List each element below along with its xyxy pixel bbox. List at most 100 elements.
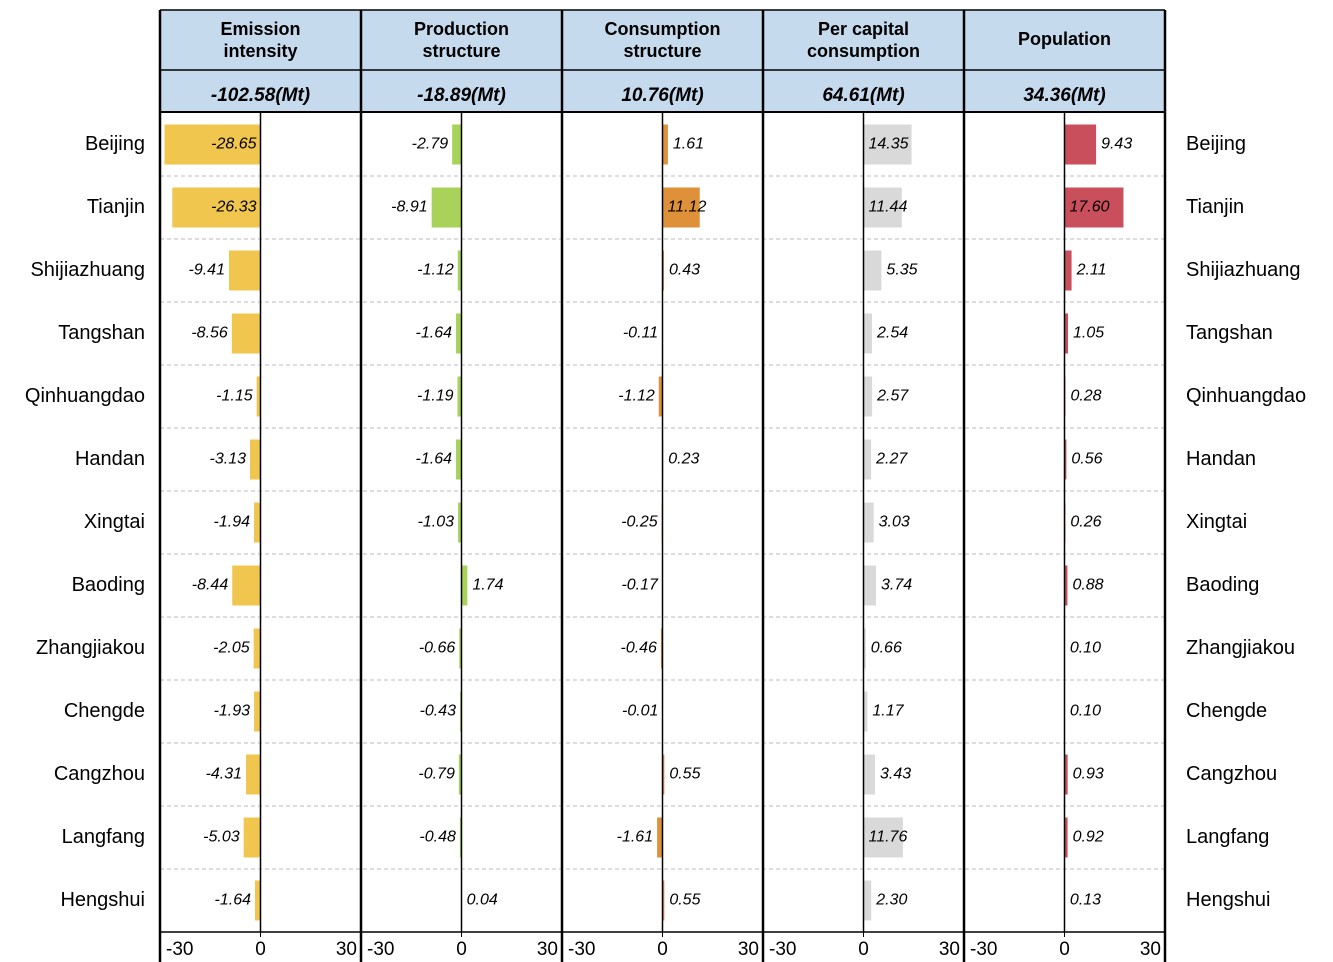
value-label: 0.28 bbox=[1070, 388, 1101, 405]
value-label: -0.25 bbox=[621, 514, 658, 531]
x-tick-label: 30 bbox=[738, 939, 759, 960]
value-label: -1.64 bbox=[215, 892, 252, 909]
value-label: 0.10 bbox=[1070, 640, 1101, 657]
x-tick-label: -30 bbox=[769, 939, 796, 960]
value-label: 0.93 bbox=[1073, 766, 1104, 783]
bar bbox=[863, 439, 872, 480]
value-label: -9.41 bbox=[189, 262, 225, 279]
value-label: 0.88 bbox=[1072, 577, 1103, 594]
header-bg bbox=[160, 10, 1165, 112]
x-tick-label: 30 bbox=[939, 939, 960, 960]
category-label: Hengshui bbox=[1186, 889, 1271, 911]
category-label: Beijing bbox=[1186, 133, 1246, 155]
x-tick-label: -30 bbox=[166, 939, 193, 960]
bar bbox=[657, 817, 663, 858]
bar bbox=[1064, 565, 1068, 606]
value-label: -0.66 bbox=[419, 640, 456, 657]
bar bbox=[863, 565, 877, 606]
value-label: -1.12 bbox=[618, 388, 655, 405]
x-tick-label: 30 bbox=[336, 939, 357, 960]
x-tick-label: 0 bbox=[858, 939, 869, 960]
value-label: 0.55 bbox=[669, 892, 700, 909]
bar bbox=[1064, 754, 1068, 795]
value-label: -0.48 bbox=[419, 829, 456, 846]
bar bbox=[431, 187, 462, 228]
value-label: 3.74 bbox=[881, 577, 912, 594]
category-label: Tangshan bbox=[1186, 322, 1273, 344]
category-label: Tianjin bbox=[1186, 196, 1244, 218]
bar bbox=[658, 376, 663, 417]
value-label: 1.61 bbox=[673, 136, 704, 153]
bar bbox=[863, 880, 872, 921]
value-label: 0.26 bbox=[1070, 514, 1101, 531]
value-label: -3.13 bbox=[210, 451, 247, 468]
bar bbox=[863, 502, 874, 543]
category-label: Cangzhou bbox=[1186, 763, 1277, 785]
bar bbox=[461, 565, 468, 606]
category-label: Langfang bbox=[62, 826, 145, 848]
bar bbox=[1064, 124, 1097, 165]
value-label: 2.57 bbox=[876, 388, 909, 405]
x-tick-label: 0 bbox=[456, 939, 467, 960]
value-label: 5.35 bbox=[886, 262, 917, 279]
bar bbox=[662, 124, 668, 165]
value-label: -1.19 bbox=[417, 388, 454, 405]
value-label: -26.33 bbox=[211, 199, 256, 216]
value-label: -2.79 bbox=[412, 136, 449, 153]
panel-total: 64.61(Mt) bbox=[822, 85, 904, 106]
category-label: Baoding bbox=[72, 574, 145, 596]
bar bbox=[863, 187, 902, 228]
value-label: 17.60 bbox=[1070, 199, 1110, 216]
category-label: Qinhuangdao bbox=[1186, 385, 1306, 407]
value-label: -1.15 bbox=[216, 388, 253, 405]
x-tick-label: -30 bbox=[568, 939, 595, 960]
value-label: -5.03 bbox=[203, 829, 240, 846]
bar bbox=[459, 628, 462, 669]
bar bbox=[232, 565, 261, 606]
value-label: -1.03 bbox=[418, 514, 455, 531]
bar bbox=[458, 754, 462, 795]
bar bbox=[863, 313, 873, 354]
value-label: 0.43 bbox=[669, 262, 700, 279]
category-label: Zhangjiakou bbox=[36, 637, 145, 659]
bar bbox=[863, 754, 875, 795]
category-label: Qinhuangdao bbox=[25, 385, 145, 407]
bar bbox=[1064, 817, 1068, 858]
value-label: -0.01 bbox=[622, 703, 658, 720]
category-label: Tangshan bbox=[58, 322, 145, 344]
bar bbox=[164, 124, 261, 165]
bar bbox=[863, 691, 868, 732]
category-label: Tianjin bbox=[87, 196, 145, 218]
bar bbox=[250, 439, 261, 480]
bar bbox=[863, 124, 912, 165]
category-label: Beijing bbox=[85, 133, 145, 155]
panel-title: Consumption structure bbox=[605, 19, 721, 61]
value-label: 0.13 bbox=[1070, 892, 1101, 909]
panel-total: 34.36(Mt) bbox=[1023, 85, 1105, 106]
value-label: 3.03 bbox=[879, 514, 910, 531]
value-label: -4.31 bbox=[206, 766, 242, 783]
x-tick-label: -30 bbox=[970, 939, 997, 960]
bar bbox=[863, 628, 866, 669]
bar bbox=[662, 880, 665, 921]
value-label: -0.46 bbox=[620, 640, 657, 657]
panel-title: Emission intensity bbox=[220, 19, 300, 61]
bar bbox=[863, 376, 873, 417]
value-label: -0.43 bbox=[420, 703, 457, 720]
bar bbox=[662, 754, 665, 795]
bar bbox=[662, 187, 700, 228]
bar bbox=[458, 502, 462, 543]
bar bbox=[456, 439, 462, 480]
value-label: -1.64 bbox=[416, 451, 453, 468]
value-label: -8.44 bbox=[192, 577, 229, 594]
panel-total: -102.58(Mt) bbox=[211, 85, 310, 106]
bar bbox=[254, 691, 261, 732]
bar bbox=[172, 187, 261, 228]
value-label: -1.61 bbox=[617, 829, 653, 846]
category-label: Xingtai bbox=[84, 511, 145, 533]
category-label: Zhangjiakou bbox=[1186, 637, 1295, 659]
value-label: 0.23 bbox=[668, 451, 699, 468]
x-tick-label: 30 bbox=[1140, 939, 1161, 960]
value-label: 2.54 bbox=[876, 325, 908, 342]
